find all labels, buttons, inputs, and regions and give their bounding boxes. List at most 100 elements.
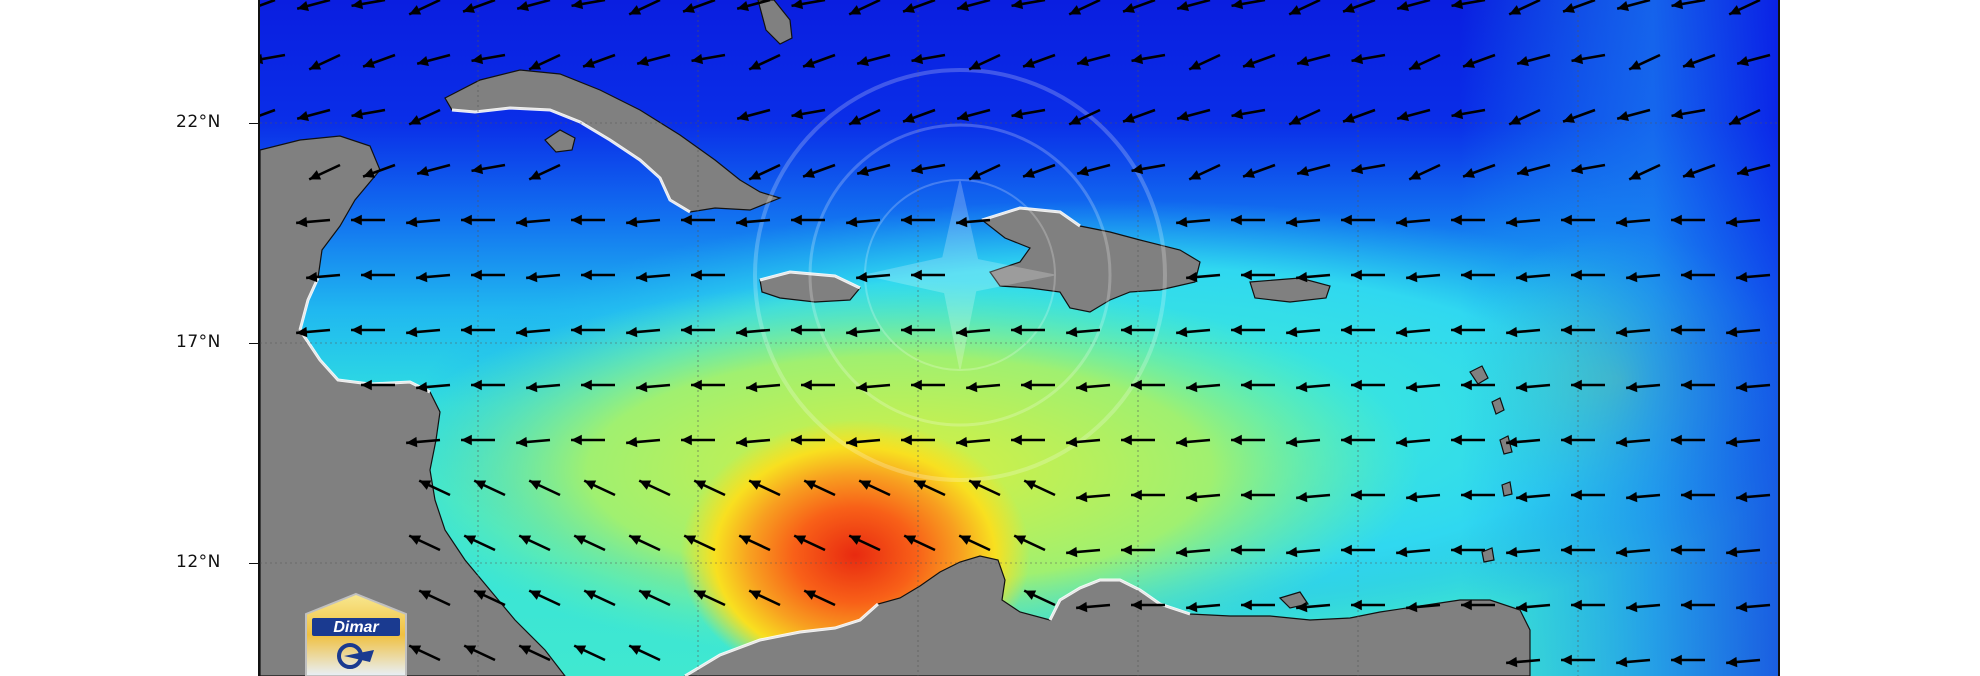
wind-arrow-head [574, 535, 587, 545]
wind-arrow-head [969, 480, 982, 490]
wind-arrow-head [471, 269, 482, 281]
wind-arrow-head [516, 216, 528, 228]
wind-arrow-head [791, 434, 802, 446]
wind-arrow-head [1241, 489, 1252, 501]
wind-arrow-head [681, 214, 692, 226]
wind-arrow-head [1451, 0, 1464, 10]
wind-arrow-head [1629, 60, 1642, 70]
wind-arrow-head [1571, 163, 1584, 175]
wind-arrow-head [746, 381, 758, 393]
wind-arrow-head [1121, 324, 1132, 336]
wind-arrow-head [571, 324, 582, 336]
wind-arrow-head [1341, 544, 1352, 556]
wind-arrow-head [1561, 214, 1572, 226]
wind-arrow-head [529, 480, 542, 490]
wind-arrow-head [1186, 601, 1198, 613]
wind-arrow-head [681, 434, 692, 446]
wind-arrow-head [1516, 491, 1528, 503]
wind-arrow-head [1671, 544, 1682, 556]
wind-arrow-head [636, 271, 648, 283]
wind-arrow-head [1343, 113, 1355, 123]
wind-arrow-head [1451, 214, 1462, 226]
logo-banner [312, 618, 400, 636]
wind-arrow-head [911, 163, 924, 175]
wind-arrow-head [1561, 434, 1572, 446]
wind-arrow-head [351, 214, 362, 226]
wind-arrow-head [361, 269, 372, 281]
wind-arrow-head [1011, 0, 1024, 10]
wind-arrow-head [1461, 489, 1472, 501]
wind-arrow-head [1296, 381, 1308, 393]
wind-arrow-head [1077, 165, 1089, 177]
wind-arrow-head [516, 326, 528, 338]
wind-arrow-head [1563, 3, 1575, 13]
wind-arrow-head [791, 0, 804, 10]
wind-arrow-head [956, 436, 968, 448]
wind-arrow-head [1243, 168, 1255, 178]
wind-arrow-head [1463, 58, 1475, 68]
wind-arrow-head [1571, 379, 1582, 391]
wind-arrow-head [626, 326, 638, 338]
wind-arrow-head [1509, 115, 1522, 125]
wind-arrow-head [571, 214, 582, 226]
wind-arrow-head [1726, 436, 1738, 448]
wind-arrow-head [461, 214, 472, 226]
wind-arrow-head [691, 269, 702, 281]
wind-arrow-head [1406, 491, 1418, 503]
wind-arrow-head [406, 216, 418, 228]
wind-arrow-head [1296, 271, 1308, 283]
wind-arrow-head [849, 5, 862, 15]
wind-arrow-shaft [260, 0, 276, 7]
wind-arrow-head [791, 214, 802, 226]
wind-arrow-head [1561, 544, 1572, 556]
wind-arrow-head [1561, 654, 1572, 666]
wind-arrow-head [694, 480, 707, 490]
wind-arrow-head [1076, 601, 1088, 613]
dimar-logo: Dimar [305, 592, 407, 676]
wind-arrow-head [846, 326, 858, 338]
wind-arrow-head [1451, 544, 1462, 556]
wind-arrow-head [1131, 489, 1142, 501]
wind-arrow-head [309, 170, 322, 180]
wind-arrow-head [1189, 170, 1202, 180]
wind-arrow-head [1341, 434, 1352, 446]
wind-arrow-head [1131, 599, 1142, 611]
island-grenada [1481, 547, 1495, 563]
wind-arrow-head [526, 381, 538, 393]
wind-arrow-head [1011, 324, 1022, 336]
wind-arrow-head [1296, 601, 1308, 613]
wind-arrow-head [406, 436, 418, 448]
wind-arrow-head [911, 269, 922, 281]
wind-arrow-head [736, 326, 748, 338]
wind-arrow-head [1131, 53, 1144, 65]
wind-arrow-head [691, 379, 702, 391]
wind-arrow-head [1396, 216, 1408, 228]
wind-arrow-head [297, 110, 309, 122]
island-martinique [1499, 435, 1513, 455]
wind-arrow-head [629, 5, 642, 15]
wind-arrow-head [1186, 491, 1198, 503]
wind-arrow-head [1024, 590, 1037, 600]
wind-arrow-head [1297, 55, 1309, 67]
wind-arrow-head [1516, 601, 1528, 613]
wind-arrow-head [1681, 599, 1692, 611]
wind-arrow-head [416, 271, 428, 283]
wind-arrow-head [1571, 53, 1584, 65]
wind-arrow-head [1176, 326, 1188, 338]
wind-arrow-head [1177, 110, 1189, 122]
wind-arrow-head [1406, 271, 1418, 283]
wind-arrow-head [1123, 113, 1135, 123]
wind-arrow-head [749, 480, 762, 490]
wind-arrow-head [749, 60, 762, 70]
wind-arrow-head [857, 165, 869, 177]
wind-arrow-head [571, 0, 584, 10]
wind-arrow-head [1616, 546, 1628, 558]
wind-arrow-head [464, 535, 477, 545]
wind-arrow-head [849, 535, 862, 545]
wind-arrow-head [846, 216, 858, 228]
wind-arrow-head [849, 115, 862, 125]
wind-arrow-head [1289, 5, 1302, 15]
wind-arrow-head [749, 590, 762, 600]
wind-arrow-head [1681, 269, 1692, 281]
wind-arrow-head [856, 271, 868, 283]
